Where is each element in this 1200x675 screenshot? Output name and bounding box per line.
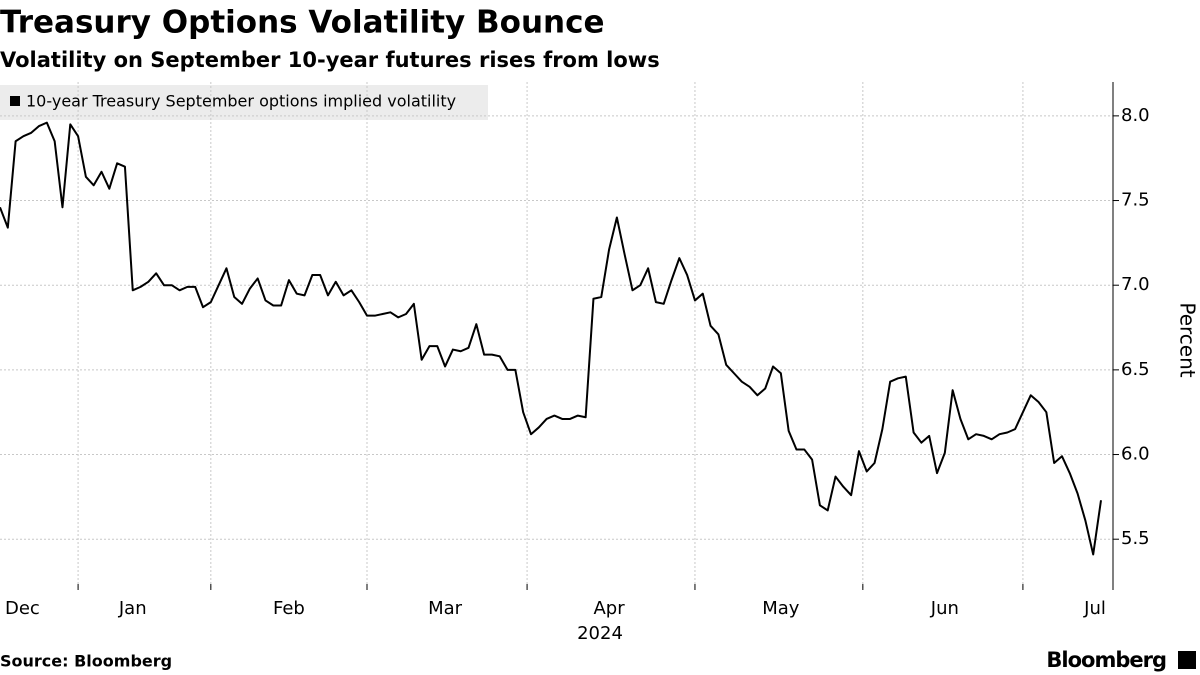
x-tick-label: Feb — [273, 598, 305, 619]
y-tick-label: 5.5 — [1121, 528, 1150, 549]
x-tick-label: Mar — [428, 598, 463, 619]
x-year-label: 2024 — [577, 623, 623, 644]
data-line — [0, 121, 1102, 556]
legend-label: 10-year Treasury September options impli… — [26, 92, 456, 111]
y-tick-label: 8.0 — [1121, 105, 1150, 126]
x-tick-label: May — [762, 598, 800, 619]
chart-subtitle: Volatility on September 10-year futures … — [0, 48, 660, 72]
x-tick-label: Apr — [593, 598, 625, 619]
y-tick-label: 6.5 — [1121, 359, 1150, 380]
source: Source: Bloomberg — [0, 652, 172, 671]
x-tick-label: Jan — [118, 598, 147, 619]
x-tick-label: Dec — [5, 598, 40, 619]
x-tick-label: Jun — [930, 598, 959, 619]
y-axis-title: Percent — [1176, 302, 1200, 377]
brand: Bloomberg — [1046, 648, 1166, 672]
y-tick-label: 7.5 — [1121, 190, 1150, 211]
brand-icon — [1178, 651, 1196, 669]
y-tick-label: 7.0 — [1121, 274, 1150, 295]
legend-swatch — [10, 96, 20, 106]
x-tick-label: Jul — [1083, 598, 1106, 619]
y-tick-label: 6.0 — [1121, 444, 1150, 465]
legend-box — [0, 85, 488, 120]
chart-title: Treasury Options Volatility Bounce — [0, 5, 605, 41]
